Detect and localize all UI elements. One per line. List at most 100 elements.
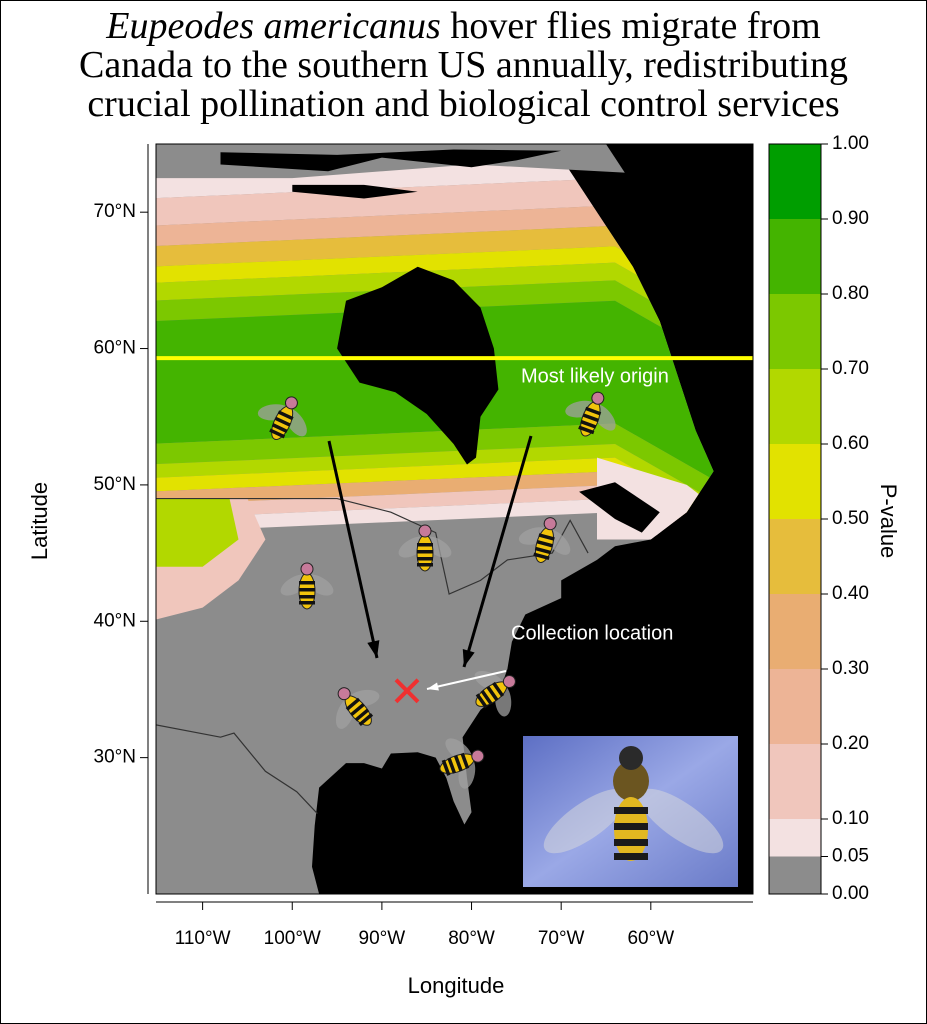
band-west: [156, 498, 239, 567]
stripe: [299, 588, 315, 592]
x-tick-label: 90°W: [359, 928, 406, 949]
stripe: [534, 546, 552, 555]
colorbar-tick-label: 0.90: [832, 208, 869, 229]
head: [471, 749, 485, 763]
cross-stroke: [394, 678, 420, 704]
fly-icon: [439, 738, 485, 789]
band: [156, 498, 714, 574]
photo-wing: [543, 788, 629, 854]
y-tick-label: 60°N: [94, 338, 136, 359]
stripe: [417, 543, 433, 547]
stripe: [345, 697, 361, 711]
stripe: [578, 425, 595, 435]
band: [156, 205, 714, 288]
head: [418, 524, 432, 538]
band: [156, 225, 714, 308]
fly-icon: [518, 517, 571, 563]
stripe: [299, 601, 315, 605]
colorbar-tick-label: 0.30: [832, 658, 869, 679]
title-line: Canada to the southern US annually, redi…: [79, 44, 848, 86]
x-tick-label: 70°W: [538, 928, 585, 949]
inset-photo: [523, 736, 738, 887]
x-tick-label: 110°W: [175, 928, 231, 949]
y-tick-label: 70°N: [94, 201, 136, 222]
x-tick-label: 80°W: [448, 928, 495, 949]
band: [156, 457, 714, 533]
y-tick-label: 30°N: [94, 747, 136, 768]
band: [156, 471, 714, 547]
arctic-water: [292, 184, 418, 199]
fly-icon: [474, 670, 516, 717]
photo-head: [619, 746, 643, 770]
colorbar-bin: [769, 294, 821, 369]
stripe: [538, 533, 555, 541]
stripe: [480, 689, 493, 706]
collection-marker: [394, 678, 420, 704]
colorbar-tick-label: 1.00: [832, 133, 869, 154]
title-line: crucial pollination and biological contr…: [87, 83, 840, 125]
colorbar-bin: [769, 144, 821, 219]
migration-arrow-head: [462, 649, 475, 667]
colorbar-bin: [769, 519, 821, 594]
stripe: [354, 708, 370, 722]
stripe: [441, 759, 451, 776]
fly-icon: [335, 687, 380, 729]
fly-icon: [565, 391, 616, 437]
stripe: [536, 539, 553, 548]
photo-wing: [638, 788, 724, 854]
x-tick-label: 100°W: [264, 928, 321, 949]
band: [156, 262, 714, 342]
head: [284, 396, 298, 410]
migration-arrow-head: [367, 640, 380, 658]
photo-thorax: [613, 761, 649, 801]
photo-stripe: [614, 853, 648, 860]
hudson-bay: [337, 266, 499, 465]
colorbar-bin: [769, 819, 821, 857]
stripe: [582, 413, 599, 423]
stripe: [475, 693, 488, 709]
fly-icon: [398, 524, 452, 572]
collection-label: Collection location: [511, 622, 673, 644]
stripe: [299, 581, 315, 585]
colorbar-tick-label: 0.00: [832, 883, 869, 904]
stripe: [585, 406, 602, 416]
fly-icon: [280, 562, 334, 610]
stripe: [486, 685, 499, 701]
head: [502, 675, 516, 689]
band: [156, 423, 714, 506]
colorbar-tick-label: 0.60: [832, 433, 869, 454]
band: [156, 178, 714, 267]
colorbar-bin: [769, 369, 821, 444]
colorbar-tick-label: 0.50: [832, 508, 869, 529]
stripe: [358, 713, 374, 727]
arctic-water: [220, 149, 562, 172]
species-name: Eupeodes americanus: [106, 5, 441, 47]
stripe: [447, 757, 457, 774]
migration-arrow: [462, 435, 533, 668]
plot-frame: [155, 143, 754, 895]
stripe: [277, 410, 294, 421]
colorbar-bin: [769, 669, 821, 744]
colorbar-tick-label: 0.05: [832, 846, 869, 867]
band: [156, 280, 714, 363]
colorbar-tick-label: 0.10: [832, 808, 869, 829]
stripe: [580, 419, 597, 429]
stripe: [453, 755, 463, 772]
head: [591, 391, 605, 405]
y-tick-label: 40°N: [94, 610, 136, 631]
gulf-st-lawrence: [579, 482, 660, 533]
head: [300, 562, 314, 576]
photo-stripe: [614, 807, 648, 814]
stripe: [417, 550, 433, 554]
title: Eupeodes americanus hover flies migrate …: [1, 7, 926, 124]
fly-icon: [257, 396, 307, 440]
band: [156, 444, 714, 519]
migration-arrow: [327, 440, 379, 659]
pointer-arrow-head: [427, 682, 439, 691]
head: [543, 517, 557, 531]
colorbar-tick-label: 0.80: [832, 283, 869, 304]
stripe: [533, 552, 550, 561]
stripe: [299, 595, 315, 599]
